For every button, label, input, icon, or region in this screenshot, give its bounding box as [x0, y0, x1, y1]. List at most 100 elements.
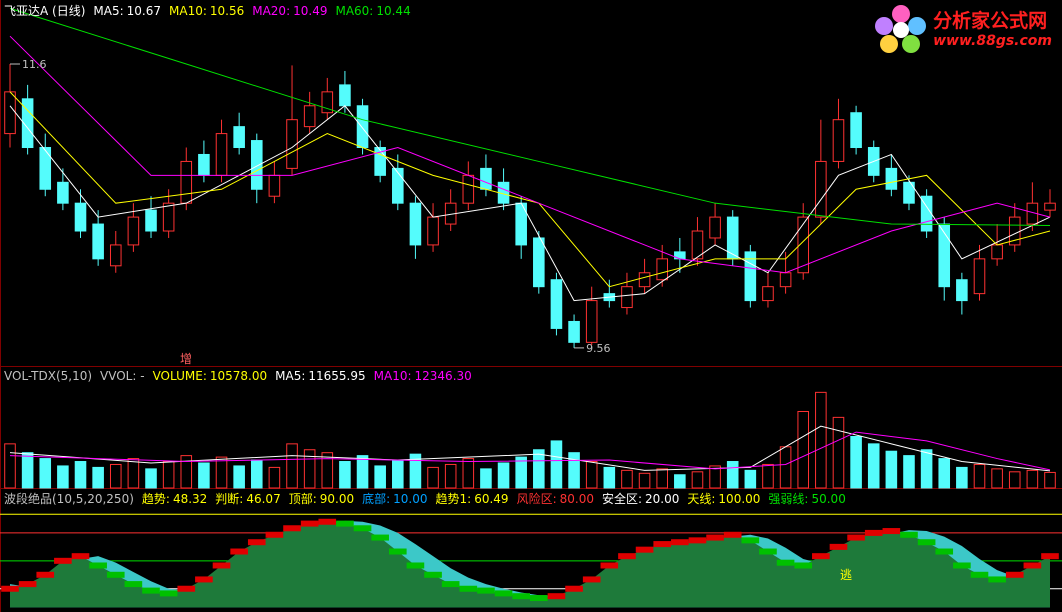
trend-step	[230, 548, 248, 555]
legend-name: 判断:	[215, 492, 244, 506]
legend-name: 风险区:	[516, 492, 557, 506]
legend-value: 90.00	[319, 492, 355, 506]
volume-bar	[198, 462, 210, 489]
volume-bar	[392, 459, 404, 489]
volume-bar	[180, 455, 193, 489]
panel-title: 飞亚达A (日线)	[4, 4, 86, 18]
trend-step	[741, 537, 760, 544]
legend-name: 安全区:	[601, 492, 643, 506]
volume-bar	[832, 416, 845, 489]
volume-bar	[374, 465, 386, 489]
trend-step	[124, 581, 143, 588]
legend-name: MA10:	[373, 369, 412, 383]
legend-name: MA10:	[169, 4, 207, 18]
volume-bar	[92, 466, 104, 489]
legend-name: 天线:	[687, 492, 716, 506]
legend-name: MA20:	[252, 4, 291, 18]
trend-step	[71, 553, 90, 560]
watermark-url: www.88gs.com	[933, 33, 1052, 49]
candle-body	[92, 223, 104, 260]
volume-bar	[215, 456, 228, 489]
volume-bar	[726, 461, 739, 489]
candle-body	[832, 119, 845, 162]
volume-bar	[920, 449, 933, 489]
low-label: 9.56	[586, 342, 611, 355]
volume-bar	[815, 391, 827, 489]
volume-bar	[303, 449, 316, 489]
candle-body	[356, 105, 369, 149]
volume-bar	[533, 449, 545, 489]
candle-body	[233, 126, 245, 149]
candle-body	[57, 181, 69, 204]
panel-subtitle: VVOL: -	[100, 369, 145, 383]
trend-step	[424, 571, 442, 578]
volume-bar	[621, 469, 633, 489]
trend-step	[265, 531, 284, 538]
legend-value: 80.00	[559, 492, 594, 506]
volume-bar	[938, 458, 951, 489]
candle-body	[885, 167, 898, 190]
trend-step	[195, 576, 213, 583]
candle-body	[39, 147, 52, 190]
volume-bar	[57, 465, 69, 489]
trend-step	[1, 585, 19, 592]
volume-bar	[867, 443, 880, 489]
candle-body	[533, 237, 545, 288]
candle-body	[286, 119, 298, 169]
candle-body	[180, 160, 193, 204]
candle-body	[198, 153, 210, 176]
candle-body	[250, 140, 263, 190]
candle-body	[339, 84, 351, 107]
volume-bar	[1026, 469, 1039, 489]
trend-step	[1023, 562, 1042, 569]
trend-step	[1005, 571, 1024, 578]
trend-step	[917, 539, 936, 546]
legend-value: 20.00	[645, 492, 680, 506]
candle-body	[4, 91, 16, 135]
legend-name: 底部:	[362, 492, 391, 506]
candle-body	[815, 160, 827, 218]
legend-value: 100.00	[718, 492, 761, 506]
candle-body	[374, 147, 386, 176]
volume-bar	[956, 466, 968, 489]
candle-body	[1044, 202, 1056, 211]
legend-value: 10.67	[126, 4, 161, 18]
volume-bar	[4, 443, 16, 489]
volume-bar	[691, 471, 704, 489]
volume-bar	[568, 452, 580, 489]
volume-bar	[427, 466, 439, 489]
volume-bar	[885, 450, 898, 489]
volume-bar	[762, 463, 774, 489]
legend-name: MA5:	[275, 369, 306, 383]
ma-line	[9, 105, 1051, 302]
ma-line	[9, 7, 1051, 226]
candle-body	[638, 272, 651, 288]
trend-step	[565, 585, 583, 592]
trend-step	[829, 543, 848, 550]
candle-body	[321, 91, 334, 114]
trend-step	[547, 593, 566, 600]
candle-body	[991, 244, 1003, 260]
panel-title: VOL-TDX(5,10)	[4, 369, 93, 383]
trend-step	[388, 548, 407, 555]
volume-bar	[250, 459, 263, 489]
trend-step	[54, 557, 72, 564]
trend-step	[353, 525, 372, 532]
volume-bar	[903, 455, 915, 489]
trend-step	[142, 587, 160, 594]
legend-value: 10.49	[293, 4, 328, 18]
volume-bar	[233, 465, 245, 489]
trend-step	[177, 585, 196, 592]
legend-value: 10.44	[376, 4, 411, 18]
candle-body	[127, 216, 140, 246]
trend-step	[653, 541, 672, 548]
volume-bar	[74, 461, 87, 489]
trend-step	[477, 587, 495, 594]
trend-step	[794, 562, 813, 569]
volume-bar	[409, 453, 422, 489]
candle-body	[762, 286, 774, 302]
legend-name: 趋势1:	[435, 492, 472, 506]
candle-body	[568, 320, 580, 343]
panel-title: 波段绝品(10,5,20,250)	[4, 492, 134, 506]
candle-body	[74, 202, 87, 232]
